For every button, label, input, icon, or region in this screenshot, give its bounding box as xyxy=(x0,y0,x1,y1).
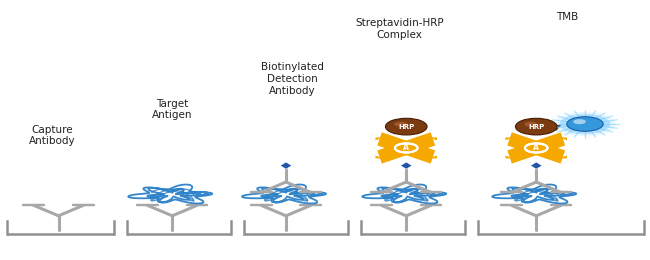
Circle shape xyxy=(394,122,407,127)
Polygon shape xyxy=(280,162,292,169)
Circle shape xyxy=(560,114,610,134)
Polygon shape xyxy=(429,155,437,158)
Circle shape xyxy=(515,118,557,135)
Circle shape xyxy=(567,117,603,131)
Text: HRP: HRP xyxy=(398,124,415,130)
Polygon shape xyxy=(429,138,437,140)
Text: Biotinylated
Detection
Antibody: Biotinylated Detection Antibody xyxy=(261,62,324,96)
Circle shape xyxy=(560,114,610,134)
Text: A: A xyxy=(403,144,410,152)
Circle shape xyxy=(524,122,537,127)
Text: Streptavidin-HRP
Complex: Streptavidin-HRP Complex xyxy=(356,18,444,40)
Text: HRP: HRP xyxy=(528,124,545,130)
Polygon shape xyxy=(376,155,384,158)
Polygon shape xyxy=(530,162,542,169)
Text: TMB: TMB xyxy=(556,12,578,22)
Text: Target
Antigen: Target Antigen xyxy=(152,99,192,120)
Polygon shape xyxy=(559,155,567,158)
Polygon shape xyxy=(506,155,514,158)
Circle shape xyxy=(385,118,427,135)
Circle shape xyxy=(573,119,586,124)
Polygon shape xyxy=(506,138,514,140)
Polygon shape xyxy=(400,162,412,169)
Circle shape xyxy=(554,112,616,136)
Circle shape xyxy=(395,144,417,152)
Polygon shape xyxy=(559,138,567,140)
Text: Capture
Antibody: Capture Antibody xyxy=(29,125,75,146)
Text: A: A xyxy=(533,144,540,152)
Circle shape xyxy=(525,144,547,152)
Polygon shape xyxy=(376,138,384,140)
